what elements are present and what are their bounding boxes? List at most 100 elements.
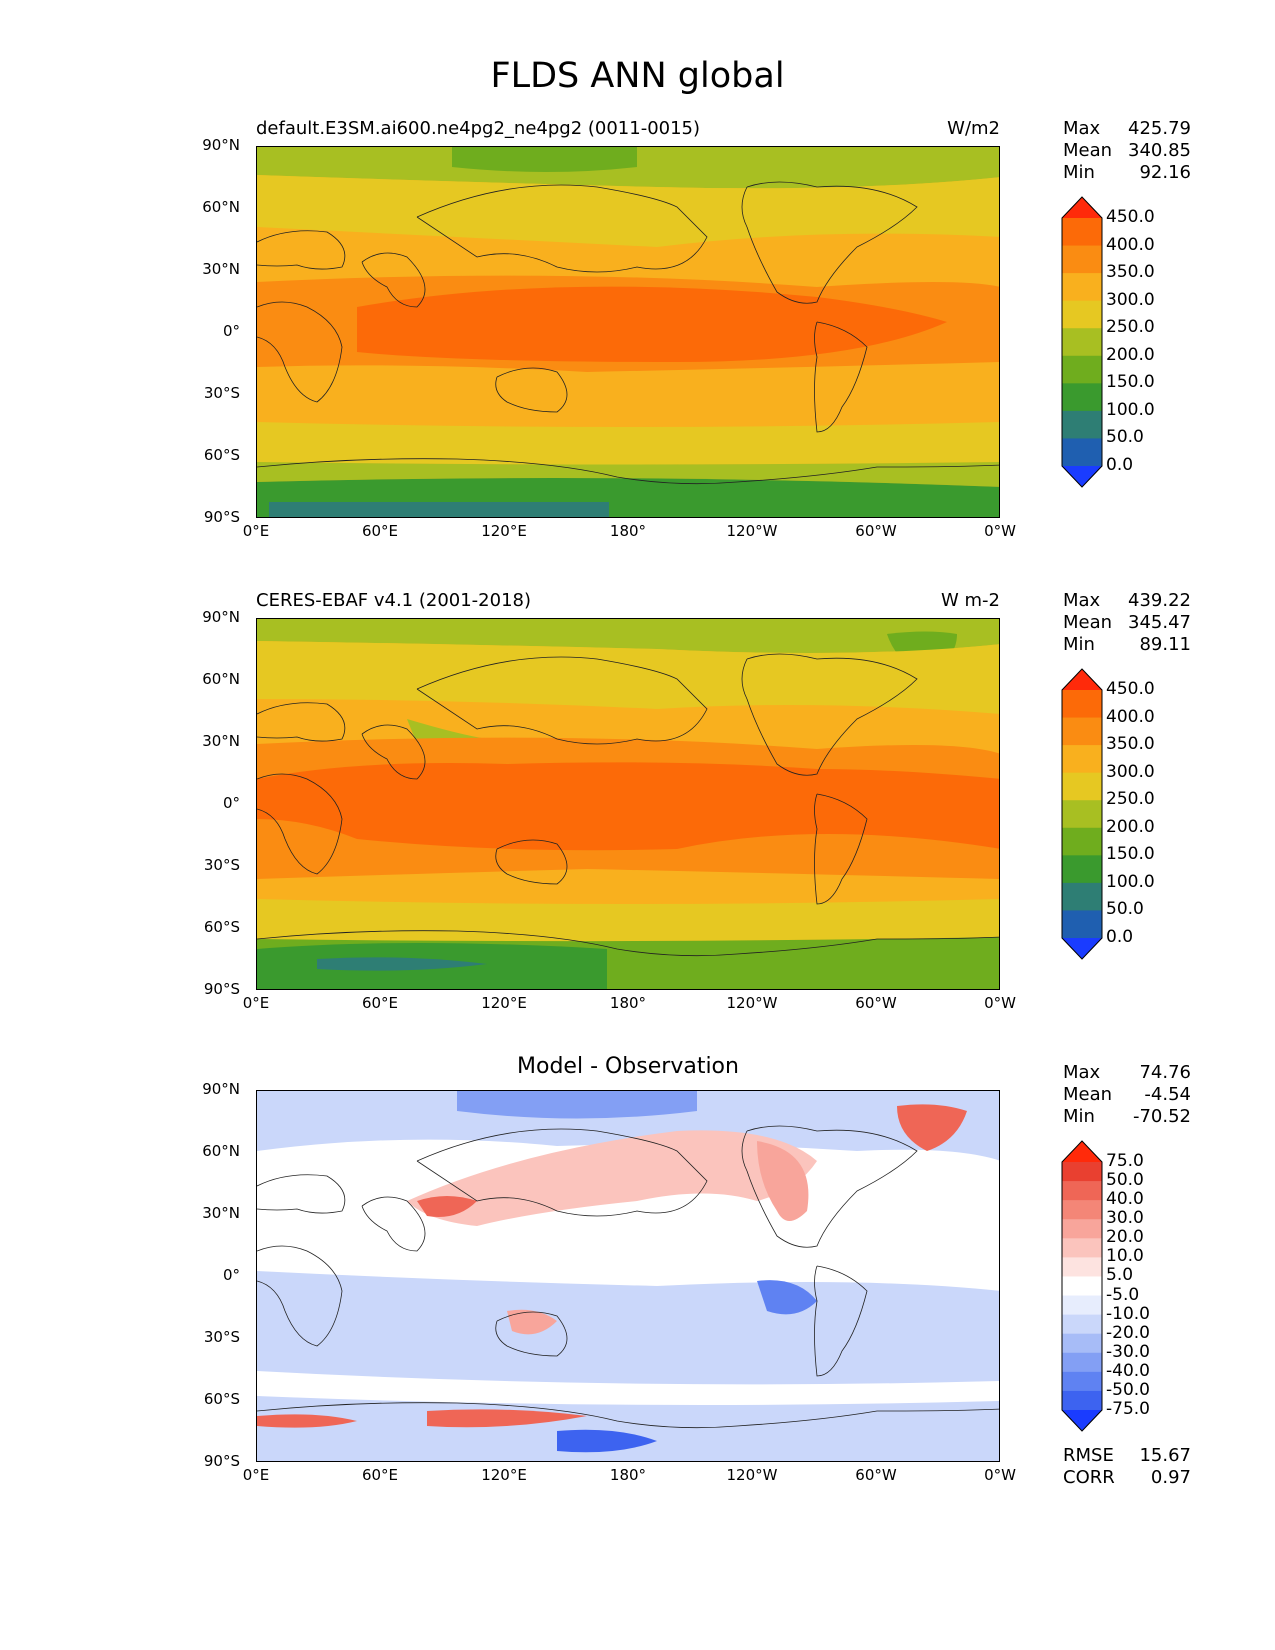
- colorbar-segment: [1062, 1390, 1102, 1411]
- antarctic-core: [317, 957, 487, 971]
- figure-title: FLDS ANN global: [490, 56, 785, 96]
- panel-title: default.E3SM.ai600.ne4pg2_ne4pg2 (0011-0…: [256, 118, 701, 139]
- antarctic-plateau: [269, 502, 609, 517]
- colorbar-cap-top: [1062, 669, 1102, 690]
- colorbar-cap-top: [1062, 1141, 1102, 1162]
- colorbar-level-label: 50.0: [1106, 899, 1144, 920]
- lon-tick-label: 60°W: [855, 1466, 897, 1484]
- colorbar-segment: [1062, 355, 1102, 384]
- colorbar-segment: [1062, 1162, 1102, 1182]
- colorbar-level-label: 100.0: [1106, 871, 1155, 892]
- panel-observation: CERES-EBAF v4.1 (2001-2018) W m-2: [0, 590, 1275, 1060]
- colorbar-cap-bottom: [1062, 938, 1102, 959]
- colorbar-level-label: -10.0: [1106, 1303, 1150, 1324]
- colorbar-level-label: 300.0: [1106, 289, 1155, 310]
- colorbar-level-label: 100.0: [1106, 399, 1155, 420]
- colorbar-level-label: 150.0: [1106, 372, 1155, 393]
- colorbar-outline: [1061, 1140, 1103, 1432]
- lat-tick-label: 90°N: [202, 608, 240, 626]
- antarctic-positive-1: [257, 1414, 357, 1428]
- antarctic-negative: [557, 1429, 657, 1453]
- colorbar-segment: [1062, 300, 1102, 329]
- colorbar-segment: [1062, 1257, 1102, 1277]
- colorbar-level-label: 250.0: [1106, 317, 1155, 338]
- lat-tick-label: 90°S: [203, 980, 240, 998]
- colorbar-level-label: 300.0: [1106, 761, 1155, 782]
- map-model: [256, 146, 1000, 518]
- colorbar-level-label: -50.0: [1106, 1379, 1150, 1400]
- lat-tick-label: 60°N: [202, 198, 240, 216]
- lon-tick-label: 0°W: [984, 522, 1016, 540]
- colorbar-level-label: 350.0: [1106, 734, 1155, 755]
- colorbar-level-label: 5.0: [1106, 1265, 1134, 1286]
- colorbar-segment: [1062, 438, 1102, 467]
- colorbar-segment: [1062, 245, 1102, 274]
- lon-tick-label: 60°W: [855, 994, 897, 1012]
- colorbar-segment: [1062, 827, 1102, 856]
- lon-tick-label: 180°: [609, 994, 647, 1012]
- stat-min: -70.52: [1132, 1106, 1191, 1127]
- midlat-band: [257, 641, 999, 714]
- lon-tick-label: 0°W: [984, 1466, 1016, 1484]
- namerica-positive: [757, 1141, 809, 1221]
- stat-label: Mean: [1063, 140, 1113, 161]
- panel-title: CERES-EBAF v4.1 (2001-2018): [256, 590, 532, 611]
- colorbar-level-label: -20.0: [1106, 1322, 1150, 1343]
- stat-label: Max: [1063, 590, 1101, 611]
- colorbar-level-label: 150.0: [1106, 844, 1155, 865]
- colorbar-cap-bottom: [1062, 466, 1102, 487]
- lat-tick-label: 30°S: [203, 856, 240, 874]
- greenland-positive: [897, 1104, 967, 1151]
- lon-tick-label: 60°E: [361, 1466, 399, 1484]
- lat-tick-label: 90°S: [203, 508, 240, 526]
- lon-tick-label: 0°E: [242, 522, 270, 540]
- colorbar-level-label: -40.0: [1106, 1360, 1150, 1381]
- colorbar-segment: [1062, 218, 1102, 247]
- colorbar-level-label: -75.0: [1106, 1399, 1150, 1419]
- stat-max: 439.22: [1128, 590, 1191, 611]
- arctic-band: [257, 619, 999, 653]
- lat-tick-label: 60°S: [203, 446, 240, 464]
- colorbar-level-label: 450.0: [1106, 207, 1155, 227]
- asia-positive: [407, 1130, 817, 1226]
- neutral-region: [257, 1139, 999, 1291]
- lat-tick-label: 0°: [222, 322, 240, 340]
- stat-mean: 340.85: [1128, 140, 1191, 161]
- colorbar-segment: [1062, 882, 1102, 911]
- colorbar-segment: [1062, 1371, 1102, 1392]
- metric-rmse: 15.67: [1139, 1445, 1191, 1466]
- lat-tick-label: 90°N: [202, 136, 240, 154]
- siberia-band: [452, 147, 637, 172]
- stat-min: 92.16: [1139, 162, 1191, 183]
- lat-tick-label: 60°N: [202, 1142, 240, 1160]
- australia-positive: [507, 1309, 557, 1335]
- colorbar-level-label: 0.0: [1106, 927, 1134, 947]
- colorbar-level-label: 75.0: [1106, 1151, 1144, 1171]
- metric-label: RMSE: [1063, 1445, 1114, 1466]
- colorbar-level-label: 450.0: [1106, 679, 1155, 699]
- metric-label: CORR: [1063, 1467, 1115, 1488]
- colorbar-segment: [1062, 273, 1102, 302]
- stat-label: Mean: [1063, 612, 1113, 633]
- colorbar-cap-bottom: [1062, 1410, 1102, 1431]
- colorbar-segment: [1062, 745, 1102, 774]
- stat-label: Mean: [1063, 1084, 1113, 1105]
- warm-pool: [357, 286, 947, 362]
- colorbar-segment: [1062, 855, 1102, 884]
- lon-tick-label: 180°: [609, 522, 647, 540]
- colorbar-level-label: 200.0: [1106, 344, 1155, 365]
- arctic-negative: [457, 1091, 697, 1119]
- southern-neutral: [257, 1371, 999, 1405]
- colorbar-level-label: 0.0: [1106, 455, 1134, 475]
- lon-tick-label: 120°W: [726, 1466, 778, 1484]
- stat-label: Min: [1063, 1106, 1095, 1127]
- colorbar-segment: [1062, 410, 1102, 439]
- colorbar-outline: [1061, 196, 1103, 488]
- lat-tick-label: 30°N: [202, 260, 240, 278]
- lon-tick-label: 120°W: [726, 522, 778, 540]
- lon-tick-label: 60°E: [361, 522, 399, 540]
- map-difference: [256, 1090, 1000, 1462]
- metrics-box: RMSE 15.67 CORR 0.97: [1063, 1445, 1191, 1489]
- colorbar-outline: [1061, 668, 1103, 960]
- colorbar-segment: [1062, 1181, 1102, 1201]
